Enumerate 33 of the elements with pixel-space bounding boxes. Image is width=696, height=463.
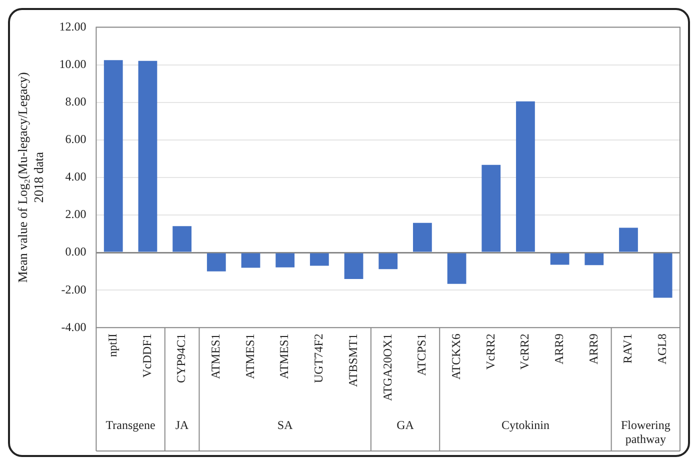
- x-tick-label: ATGA20OX1: [380, 334, 394, 402]
- text: JA: [175, 418, 190, 432]
- y-tick-label: 2.00: [65, 207, 86, 222]
- y-tick-label: 10.00: [59, 56, 86, 71]
- x-tick-label: VcDDF1: [140, 334, 154, 378]
- x-tick-label: ARR9: [552, 334, 566, 364]
- x-tick-label: VcRR2: [518, 334, 532, 370]
- x-tick-label: UGT74F2: [312, 334, 326, 384]
- text: Flowering pathway: [620, 418, 670, 446]
- x-tick-label: ATMES1: [277, 334, 292, 380]
- x-tick-label: ATMES1: [208, 334, 223, 380]
- y-tick-label: 8.00: [65, 94, 86, 108]
- y-tick-label: 12.00: [59, 19, 86, 34]
- x-tick-label: VcRR2: [483, 334, 498, 370]
- x-tick-label: ATCKX6: [448, 334, 463, 380]
- text: Transgene: [106, 418, 156, 432]
- y-tick-label: 6.00: [65, 132, 86, 146]
- x-tick-label: AGL8: [654, 334, 669, 364]
- text: SA: [277, 418, 294, 432]
- x-tick-label: ATCPS1: [414, 334, 429, 376]
- y-tick-label: 0.00: [65, 244, 86, 259]
- y-tick-label: 4.00: [65, 170, 86, 184]
- x-tick-label: RAV1: [620, 334, 635, 364]
- text: Cytokinin: [501, 418, 550, 432]
- x-tick-label: ATBSMT1: [346, 334, 360, 388]
- x-tick-label: ARR9: [586, 334, 600, 364]
- y-axis-title: Mean value of Log₂(Mu-legacy/Legacy) 2018 data: [15, 72, 46, 283]
- y-tick-label: -4.00: [61, 320, 86, 334]
- y-tick-label: -2.00: [61, 282, 86, 296]
- x-tick-label: nptII: [106, 334, 120, 357]
- x-tick-label: CYP94C1: [174, 334, 188, 384]
- x-tick-label: ATMES1: [242, 334, 257, 380]
- text: GA: [396, 418, 414, 432]
